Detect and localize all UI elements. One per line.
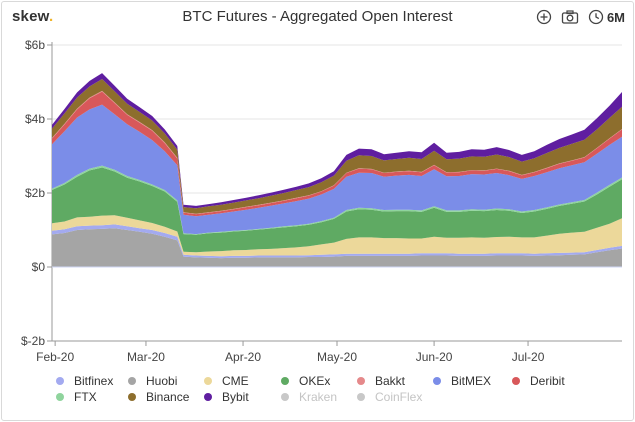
legend-item-bakkt[interactable]: Bakkt — [357, 374, 433, 388]
legend-swatch — [128, 393, 136, 401]
y-tick-label: $0 — [32, 260, 46, 274]
period-selector[interactable]: 6M — [588, 9, 625, 25]
legend-item-okex[interactable]: OKEx — [281, 374, 357, 388]
legend-swatch — [204, 377, 212, 385]
x-tick-label: Apr-20 — [225, 350, 261, 364]
legend-item-bitmex[interactable]: BitMEX — [433, 374, 512, 388]
legend-item-kraken[interactable]: Kraken — [281, 390, 357, 404]
legend-swatch — [128, 377, 136, 385]
stacked-area-chart: $6b $4b $2b $0 $-2b Feb-20 Mar-20 Apr-20 May-20 J… — [21, 38, 622, 364]
x-tick-label: May-20 — [317, 350, 357, 364]
x-tick-label: Mar-20 — [127, 350, 165, 364]
chart-toolbar: 6M — [536, 7, 625, 27]
legend-item-bybit[interactable]: Bybit — [204, 390, 281, 404]
legend-item-huobi[interactable]: Huobi — [128, 374, 204, 388]
legend-swatch — [281, 377, 289, 385]
area-series-huobi — [52, 228, 622, 267]
x-tick-label: Jul-20 — [512, 350, 545, 364]
area-series-okex — [52, 167, 622, 253]
legend-item-binance[interactable]: Binance — [128, 390, 204, 404]
legend-swatch — [204, 393, 212, 401]
x-tick-label: Feb-20 — [36, 350, 74, 364]
legend-swatch — [512, 377, 520, 385]
area-series-bitmex — [52, 104, 622, 235]
area-series-binance — [52, 79, 622, 214]
skew-logo: skew. — [12, 8, 54, 25]
legend-item-bitfinex[interactable]: Bitfinex — [56, 374, 128, 388]
period-label: 6M — [606, 9, 625, 25]
x-tick-label: Jun-20 — [416, 350, 453, 364]
legend-row-1: Bitfinex Huobi CME OKEx Bakkt BitMEX Der… — [56, 373, 616, 389]
legend-swatch — [433, 377, 441, 385]
camera-icon[interactable] — [561, 9, 579, 25]
legend-item-deribit[interactable]: Deribit — [512, 374, 582, 388]
clock-icon — [588, 9, 604, 25]
y-tick-label: $6b — [25, 38, 45, 52]
chart-title: BTC Futures - Aggregated Open Interest — [182, 8, 453, 25]
y-tick-label: $-2b — [21, 334, 45, 348]
area-series-bitfinex — [52, 224, 622, 259]
legend-swatch — [281, 393, 289, 401]
chart-legend: Bitfinex Huobi CME OKEx Bakkt BitMEX Der… — [56, 373, 616, 405]
legend-swatch — [357, 377, 365, 385]
legend-swatch — [357, 393, 365, 401]
legend-swatch — [56, 377, 64, 385]
y-tick-label: $2b — [25, 186, 45, 200]
legend-swatch — [56, 393, 64, 401]
y-tick-label: $4b — [25, 112, 45, 126]
chart-header: skew. BTC Futures - Aggregated Open Inte… — [2, 2, 633, 32]
legend-item-ftx[interactable]: FTX — [56, 390, 128, 404]
area-series-cme — [52, 215, 622, 257]
legend-item-cme[interactable]: CME — [204, 374, 281, 388]
legend-row-2: FTX Binance Bybit Kraken CoinFlex — [56, 389, 616, 405]
plus-circle-icon[interactable] — [536, 9, 552, 25]
legend-item-coinflex[interactable]: CoinFlex — [357, 390, 433, 404]
area-series-deribit — [52, 91, 622, 217]
